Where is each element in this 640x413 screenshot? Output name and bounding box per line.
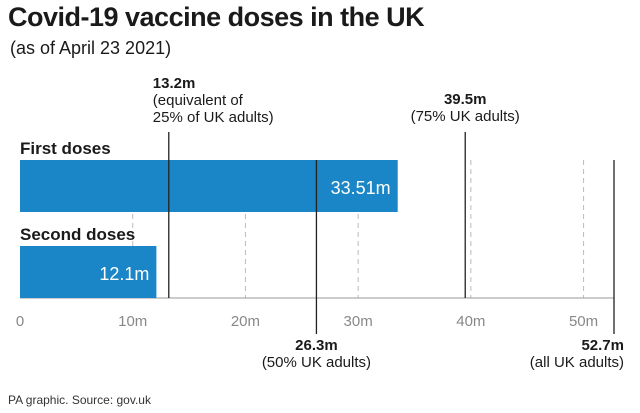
chart-subtitle: (as of April 23 2021) bbox=[10, 38, 172, 58]
reference-note-label: (50% UK adults) bbox=[262, 354, 371, 371]
category-label: Second doses bbox=[20, 225, 135, 244]
x-tick-label: 20m bbox=[231, 313, 260, 330]
reference-value-label: 13.2m bbox=[153, 75, 196, 92]
bar-value-label: 33.51m bbox=[331, 178, 391, 198]
bar-first-doses bbox=[20, 160, 398, 212]
x-tick-label: 10m bbox=[118, 313, 147, 330]
category-label: First doses bbox=[20, 139, 111, 158]
x-tick-label: 30m bbox=[344, 313, 373, 330]
bar-second-doses bbox=[20, 246, 157, 298]
x-tick-label: 40m bbox=[456, 313, 485, 330]
reference-note-label: (equivalent of bbox=[153, 92, 244, 109]
source-note: PA graphic. Source: gov.uk bbox=[8, 393, 151, 407]
reference-note-label: (75% UK adults) bbox=[411, 108, 520, 125]
x-tick-label: 0 bbox=[16, 313, 24, 330]
x-tick-label: 50m bbox=[569, 313, 598, 330]
reference-note-label: 25% of UK adults) bbox=[153, 109, 274, 126]
reference-value-label: 26.3m bbox=[295, 337, 338, 354]
bar-value-label: 12.1m bbox=[99, 264, 149, 284]
reference-value-label: 39.5m bbox=[444, 91, 487, 108]
reference-value-label: 52.7m bbox=[581, 337, 624, 354]
chart-title: Covid-19 vaccine doses in the UK bbox=[8, 2, 425, 32]
reference-note-label: (all UK adults) bbox=[530, 354, 624, 371]
